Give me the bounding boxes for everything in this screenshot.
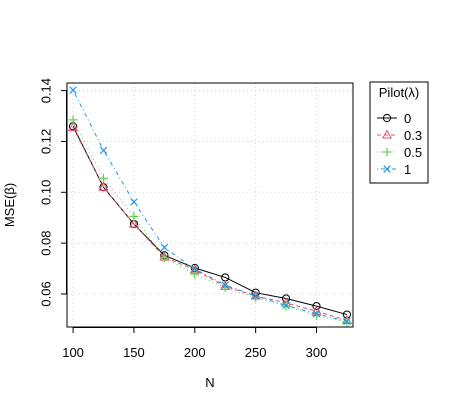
data-point-shape — [98, 181, 109, 191]
data-point — [129, 211, 139, 221]
data-point-d2 — [251, 292, 260, 300]
legend-label: 0.3 — [404, 128, 422, 143]
data-point — [69, 86, 77, 94]
data-point — [99, 146, 108, 155]
legend-label: 0 — [404, 111, 411, 126]
data-point-d2 — [99, 146, 108, 155]
data-point — [130, 198, 138, 206]
y-tick-label: 0.10 — [38, 180, 53, 205]
series-line-0 — [72, 125, 348, 316]
data-point — [342, 317, 352, 327]
y-tick-label: 0.08 — [38, 230, 53, 255]
legend-marker — [381, 129, 393, 139]
data-point — [68, 115, 78, 125]
data-point — [221, 281, 229, 289]
data-point — [68, 122, 79, 131]
series-line-1 — [72, 127, 348, 321]
series-layer — [68, 86, 352, 327]
y-axis-label: MSE(β) — [2, 183, 17, 227]
legend-marker-shape — [382, 113, 392, 123]
y-tick-label: 0.14 — [38, 78, 53, 103]
x-tick-label: 200 — [184, 345, 206, 360]
legend-title: Pilot(λ) — [379, 85, 419, 100]
data-point-d2 — [160, 243, 169, 252]
data-point — [343, 317, 351, 326]
series-line-2 — [72, 119, 348, 323]
legend-entry: 1 — [377, 162, 411, 177]
data-point-d2 — [312, 310, 321, 318]
y-tick-label: 0.06 — [38, 281, 53, 306]
legend-entry: 0.3 — [377, 128, 422, 143]
data-point — [99, 173, 109, 183]
y-tick-label: 0.12 — [38, 129, 53, 154]
series-2 — [68, 115, 352, 327]
x-tick-label: 300 — [306, 345, 328, 360]
legend-marker-d2 — [383, 165, 391, 173]
data-point-d2 — [221, 281, 229, 289]
data-point — [311, 311, 321, 321]
legend: Pilot(λ) 0 0.3 0.5 1 — [369, 81, 429, 184]
data-point — [159, 253, 169, 263]
data-point — [190, 269, 200, 279]
data-point-shape — [68, 122, 79, 131]
data-point — [128, 218, 139, 228]
data-point — [191, 265, 199, 273]
data-point — [282, 301, 290, 310]
legend-marker — [383, 165, 391, 173]
x-tick-label: 150 — [123, 345, 145, 360]
legend-entry: 0.5 — [377, 145, 422, 160]
series-1 — [68, 122, 352, 324]
series-0 — [68, 122, 352, 319]
x-tick-label: 100 — [62, 345, 84, 360]
data-point — [251, 293, 261, 303]
x-axis: 100 150 200 250 300 — [62, 327, 327, 360]
data-point-d2 — [130, 198, 138, 206]
data-point — [312, 310, 321, 318]
y-axis: 0.06 0.08 0.10 0.12 0.14 — [38, 78, 67, 307]
data-point-d2 — [343, 317, 351, 326]
series-3 — [69, 86, 351, 326]
x-tick-label: 250 — [245, 345, 267, 360]
series-line-3 — [72, 89, 348, 322]
legend-marker-shape — [381, 129, 393, 139]
plot-frame — [66, 82, 354, 328]
data-point — [251, 292, 260, 300]
data-point — [160, 243, 169, 252]
data-point-shape — [312, 302, 321, 311]
data-point-d2 — [282, 301, 290, 310]
legend-box — [369, 81, 429, 184]
legend-marker — [382, 113, 392, 123]
grid — [67, 83, 353, 327]
data-point-d2 — [69, 86, 77, 94]
x-axis-label: N — [205, 375, 214, 390]
data-point-shape — [128, 218, 139, 228]
data-point — [98, 181, 109, 191]
data-point-d2 — [191, 265, 199, 273]
legend-marker — [382, 147, 392, 157]
legend-entries: 0 0.3 0.5 1 — [377, 111, 422, 177]
legend-label: 0.5 — [404, 145, 422, 160]
legend-label: 1 — [404, 162, 411, 177]
legend-entry: 0 — [377, 111, 411, 126]
data-point — [312, 302, 321, 311]
